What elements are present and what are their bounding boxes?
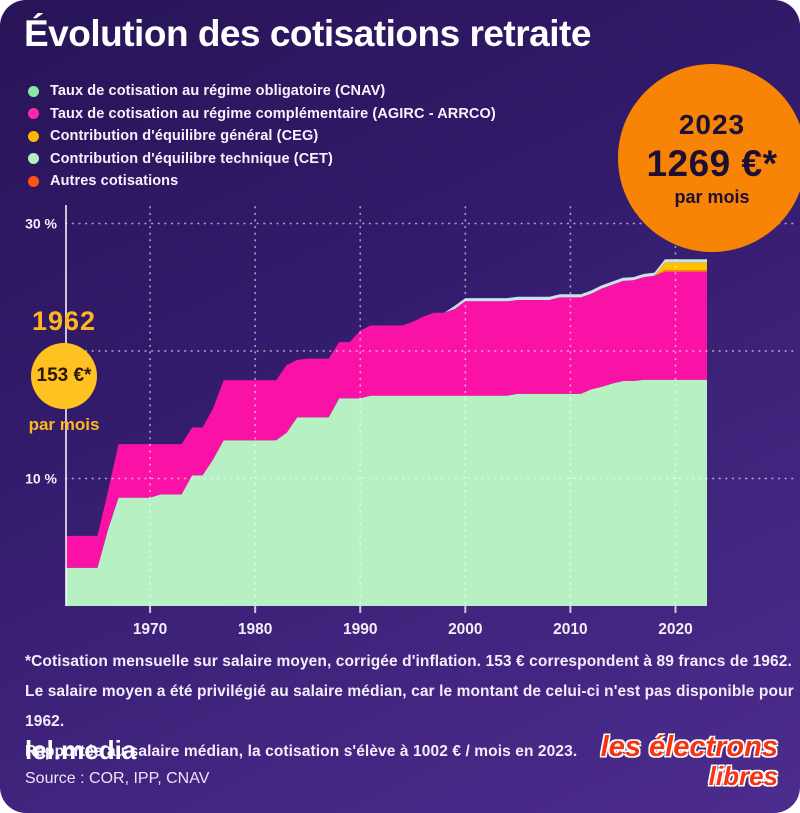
legend-dot-cet-icon: [28, 153, 39, 165]
badge-1962-amount: 153 €*: [36, 365, 92, 386]
footnote-line-2: Le salaire moyen a été privilégié au sal…: [25, 683, 794, 730]
legend-dot-cnav-icon: [28, 85, 39, 97]
legend-label: Taux de cotisation au régime obligatoire…: [50, 83, 386, 100]
badge-2023: 2023 1269 €* par mois: [618, 64, 800, 252]
logo-line-2: libres: [708, 760, 778, 791]
legend-dot-autres-icon: [28, 175, 39, 187]
x-tick-label-1970: 1970: [133, 621, 167, 638]
les-electrons-libres-logo: les électrons libres: [600, 731, 778, 791]
legend-label: Contribution d'équilibre technique (CET): [50, 150, 333, 167]
badge-1962-circle: 153 €*: [31, 343, 97, 409]
area-cnav: [66, 379, 707, 606]
badge-1962-year: 1962: [31, 306, 97, 336]
legend-label: Autres cotisations: [50, 173, 179, 190]
badge-2023-amount: 1269 €*: [646, 142, 778, 184]
y-tick-label-30: 30 %: [25, 216, 57, 232]
badge-2023-period: par mois: [674, 186, 750, 207]
logo-line-1: les électrons: [600, 731, 778, 763]
x-tick-label-1990: 1990: [343, 621, 377, 638]
page-title: Évolution des cotisations retraite: [24, 13, 591, 54]
legend-dot-ceg-icon: [28, 130, 39, 142]
legend-dot-arrco-icon: [28, 108, 39, 120]
legend-item-cnav: Taux de cotisation au régime obligatoire…: [28, 80, 496, 103]
x-tick-label-2000: 2000: [448, 621, 482, 638]
chart-legend: Taux de cotisation au régime obligatoire…: [28, 80, 496, 193]
footnote-line-1: *Cotisation mensuelle sur salaire moyen,…: [25, 653, 792, 670]
badge-2023-year: 2023: [678, 108, 746, 140]
legend-item-arrco: Taux de cotisation au régime complémenta…: [28, 103, 496, 126]
x-tick-label-2020: 2020: [658, 621, 692, 638]
badge-1962-period: par mois: [28, 415, 100, 434]
legend-item-cet: Contribution d'équilibre technique (CET): [28, 148, 496, 171]
legend-label: Taux de cotisation au régime complémenta…: [50, 105, 496, 122]
legend-label: Contribution d'équilibre général (CEG): [50, 128, 319, 145]
brand-lel-media: lel.media: [25, 735, 137, 765]
legend-item-ceg: Contribution d'équilibre général (CEG): [28, 125, 496, 148]
source-note: Source : COR, IPP, CNAV: [25, 770, 210, 787]
footnote-line-3: Rapportée au salaire médian, la cotisati…: [25, 743, 578, 760]
x-tick-label-2010: 2010: [553, 621, 587, 638]
x-tick-label-1980: 1980: [238, 621, 272, 638]
y-tick-label-10: 10 %: [25, 471, 57, 487]
badge-1962: 1962 153 €* par mois: [12, 306, 116, 435]
legend-item-autres: Autres cotisations: [28, 170, 496, 193]
footnote: *Cotisation mensuelle sur salaire moyen,…: [25, 647, 800, 767]
area-arrco: [66, 271, 707, 568]
